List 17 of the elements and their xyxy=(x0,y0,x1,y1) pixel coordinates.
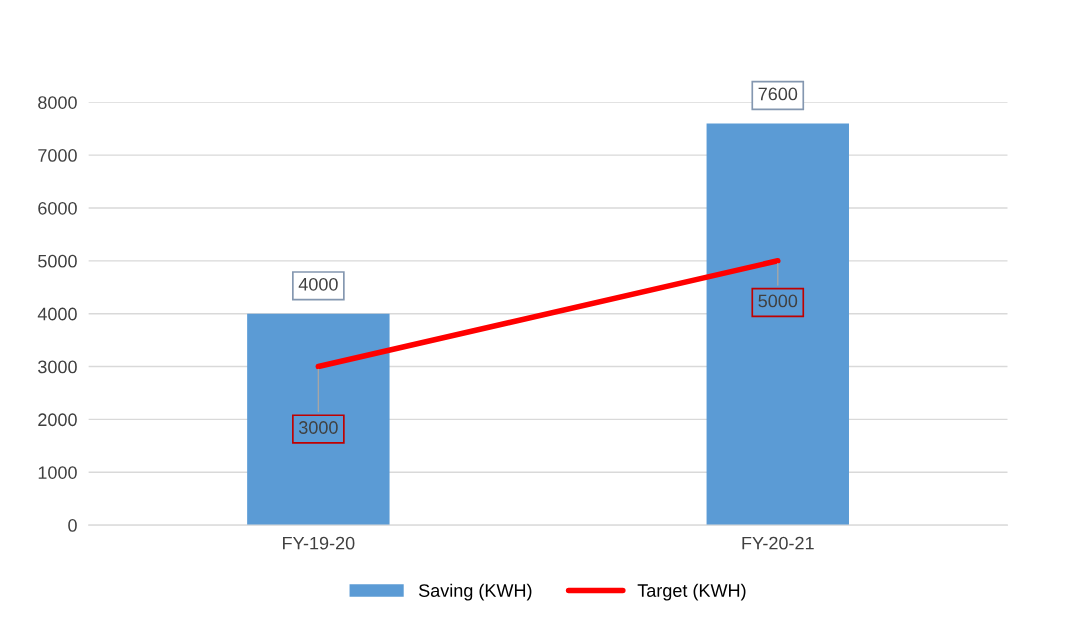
data-label: 5000 xyxy=(758,294,798,308)
legend-label: Saving (KWH) xyxy=(418,583,532,601)
y-tick-label: 2000 xyxy=(38,413,77,427)
y-tick-label: 8000 xyxy=(38,96,77,109)
y-tick-label: 5000 xyxy=(38,254,77,268)
x-tick-label: FY-19-20 xyxy=(283,536,355,550)
y-tick-label: 6000 xyxy=(38,201,77,215)
data-label: 3000 xyxy=(298,421,338,434)
y-tick-label: 4000 xyxy=(37,307,77,321)
y-tick-label: 0 xyxy=(68,519,77,532)
x-tick-label: FY-20-21 xyxy=(742,536,814,550)
y-tick-label: 1000 xyxy=(38,466,77,479)
legend-label: Target (KWH) xyxy=(637,583,746,601)
y-tick-label: 7000 xyxy=(38,149,77,162)
y-tick-label: 3000 xyxy=(38,360,77,374)
data-label: 7600 xyxy=(758,87,798,101)
data-label: 4000 xyxy=(298,277,338,291)
